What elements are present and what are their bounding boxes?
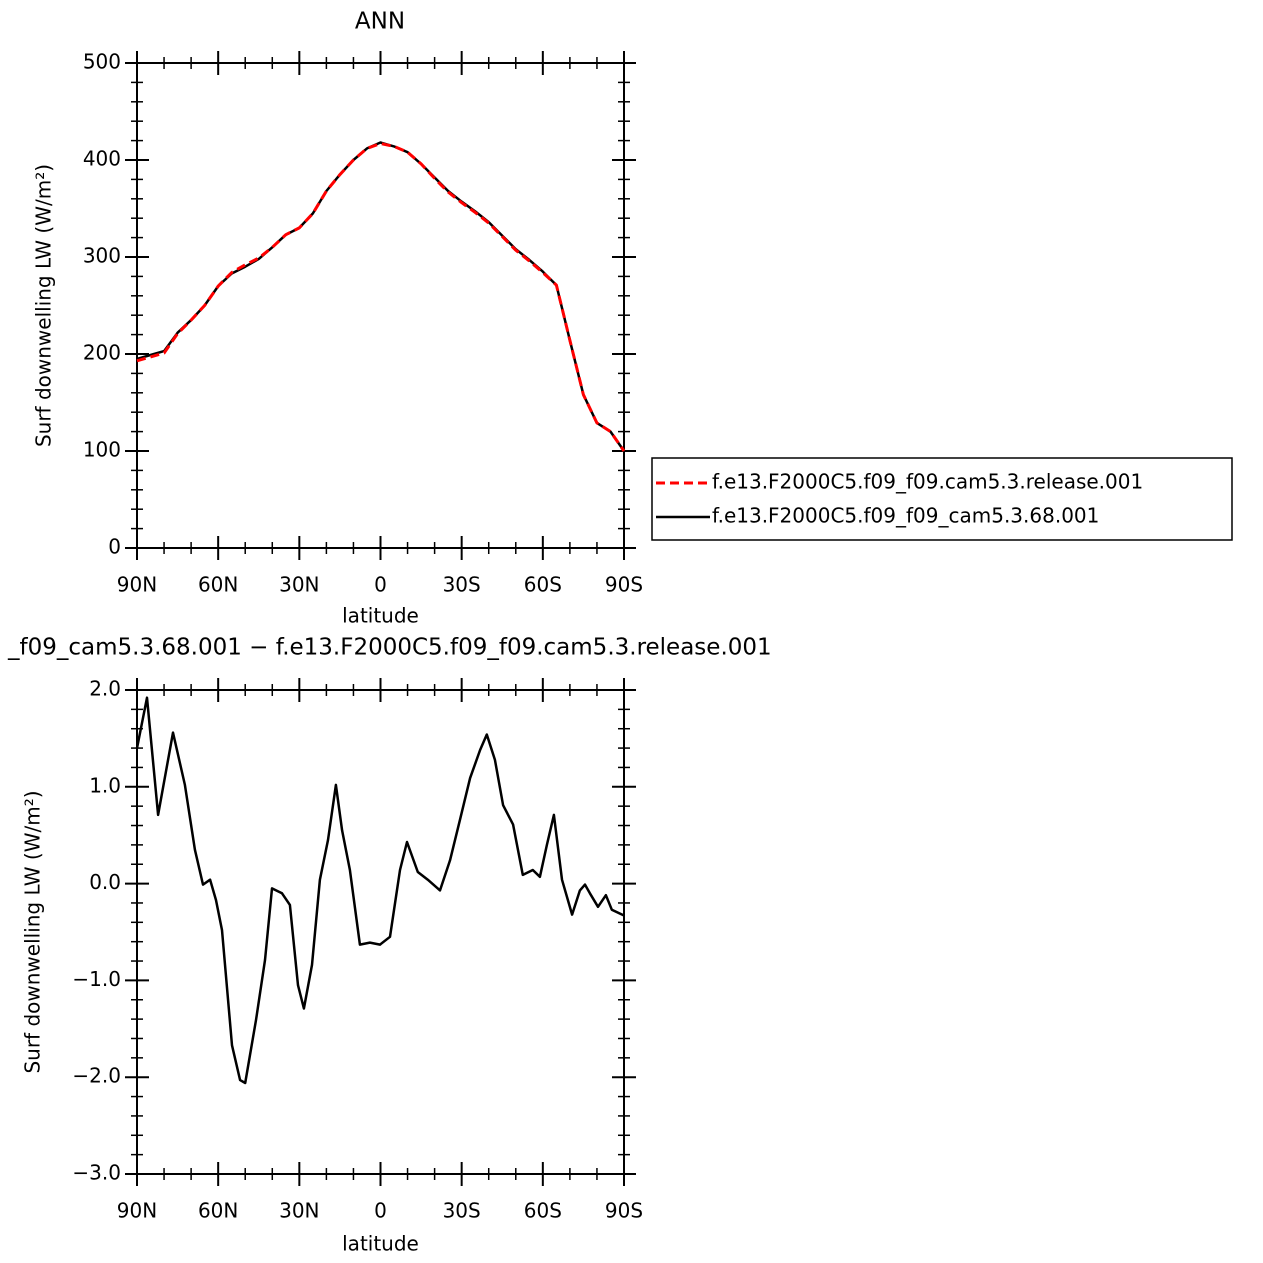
y-tick-label: −3.0	[72, 1161, 121, 1185]
y-tick-label: 200	[83, 341, 121, 365]
data-line	[136, 142, 626, 452]
x-tick-label: 0	[374, 1199, 387, 1223]
y-tick-label: −2.0	[72, 1064, 121, 1088]
x-tick-label: 60S	[524, 573, 562, 597]
y-tick-label: 400	[83, 147, 121, 171]
x-tick-label: 30S	[443, 1199, 481, 1223]
x-tick-label: 30N	[279, 1199, 319, 1223]
y-tick-label: 100	[83, 438, 121, 462]
x-axis-label: latitude	[342, 1232, 419, 1256]
y-tick-label: 1.0	[89, 773, 121, 797]
y-tick-label: −1.0	[72, 967, 121, 991]
y-axis-label: Surf downwelling LW (W/m²)	[21, 790, 45, 1073]
x-tick-label: 90N	[117, 1199, 157, 1223]
x-axis-label: latitude	[342, 604, 419, 628]
legend-label: f.e13.F2000C5.f09_f09.cam5.3.release.001	[712, 470, 1143, 494]
legend-label: f.e13.F2000C5.f09_f09_cam5.3.68.001	[712, 504, 1099, 528]
plot-frame	[136, 689, 625, 1175]
x-tick-label: 0	[374, 573, 387, 597]
chart-title: _f09_cam5.3.68.001 − f.e13.F2000C5.f09_f…	[7, 635, 772, 661]
x-tick-label: 90S	[605, 573, 643, 597]
x-tick-label: 90S	[605, 1199, 643, 1223]
x-tick-label: 30S	[443, 573, 481, 597]
x-tick-label: 60N	[198, 1199, 238, 1223]
data-line	[135, 696, 625, 1085]
x-tick-label: 60N	[198, 573, 238, 597]
x-tick-label: 60S	[524, 1199, 562, 1223]
x-tick-label: 30N	[279, 573, 319, 597]
y-tick-label: 0	[108, 535, 121, 559]
chart-title: ANN	[355, 9, 405, 35]
y-tick-label: 2.0	[89, 677, 121, 701]
y-tick-label: 500	[83, 50, 121, 74]
y-tick-label: 300	[83, 244, 121, 268]
plot-frame	[136, 62, 625, 549]
legend-box	[651, 457, 1233, 541]
y-tick-label: 0.0	[89, 870, 121, 894]
x-tick-label: 90N	[117, 573, 157, 597]
y-axis-label: Surf downwelling LW (W/m²)	[32, 164, 56, 447]
